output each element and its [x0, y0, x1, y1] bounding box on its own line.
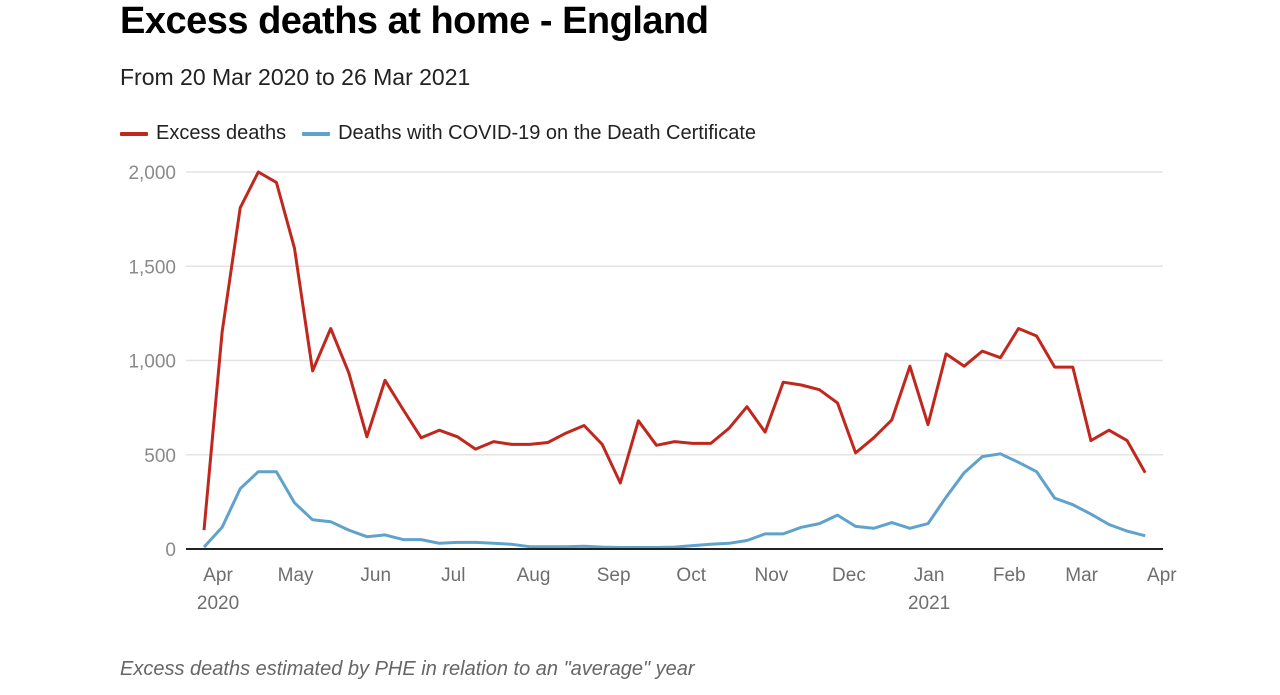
- x-tick-label: Mar: [1065, 565, 1098, 586]
- x-tick-label: Jun: [360, 565, 391, 586]
- x-tick-label: Feb: [993, 565, 1026, 586]
- series-line-covid-deaths: [202, 452, 1146, 549]
- chart-footnote: Excess deaths estimated by PHE in relati…: [120, 658, 695, 680]
- y-tick-label: 1,500: [128, 257, 176, 278]
- legend: Excess deaths Deaths with COVID-19 on th…: [120, 122, 772, 145]
- legend-swatch-excess-deaths: [120, 131, 148, 136]
- legend-swatch-covid-deaths: [302, 131, 331, 136]
- line-chart: 0 500 1,000 1,500 2,000 Apr 2020 May Jun Jul Aug S…: [128, 163, 1177, 614]
- x-tick-label: Oct: [676, 565, 706, 586]
- gridlines: [186, 171, 1163, 456]
- legend-label-excess-deaths: Excess deaths: [156, 122, 287, 144]
- x-tick-label: Aug: [517, 565, 551, 586]
- x-tick-label: Apr: [203, 565, 233, 586]
- y-axis-tick-labels: 0 500 1,000 1,500 2,000: [128, 163, 176, 561]
- x-tick-sublabel: 2021: [908, 593, 950, 614]
- y-tick-label: 2,000: [128, 163, 176, 184]
- y-tick-label: 500: [144, 446, 176, 467]
- x-tick-label: Jan: [914, 565, 945, 586]
- legend-label-covid-deaths: Deaths with COVID-19 on the Death Certif…: [338, 122, 757, 144]
- legend-item-covid-deaths: Deaths with COVID-19 on the Death Certif…: [302, 122, 756, 145]
- x-tick-label: Dec: [832, 565, 866, 586]
- x-tick-label: May: [278, 565, 314, 586]
- series-lines: [202, 170, 1147, 549]
- x-tick-label: Jul: [441, 565, 465, 586]
- y-tick-label: 1,000: [128, 352, 176, 373]
- chart-title: Excess deaths at home - England: [120, 0, 709, 42]
- x-tick-sublabel: 2020: [197, 593, 239, 614]
- x-axis-tick-labels: Apr 2020 May Jun Jul Aug Sep Oct Nov Dec Jan 2021 Fe…: [197, 565, 1177, 614]
- x-tick-label: Sep: [597, 565, 631, 586]
- y-tick-label: 0: [165, 540, 176, 561]
- x-tick-label: Apr: [1147, 565, 1177, 586]
- x-tick-label: Nov: [754, 565, 788, 586]
- chart-subtitle: From 20 Mar 2020 to 26 Mar 2021: [120, 64, 471, 90]
- series-line-excess-deaths: [202, 170, 1147, 531]
- legend-item-excess-deaths: Excess deaths: [120, 122, 286, 145]
